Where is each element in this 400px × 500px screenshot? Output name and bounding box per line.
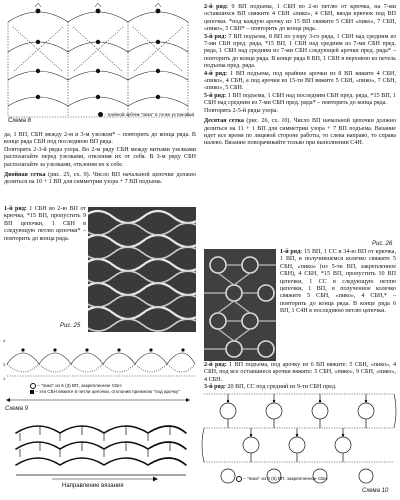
direction-arrow	[50, 476, 160, 482]
section-tenth-mesh: Десятая сетка (рис. 26, сх. 10). Число В…	[204, 118, 396, 147]
photo-fig-26	[204, 249, 276, 361]
row-5: 5-й ряд: 1 ВП подъема, 1 СБН над последн…	[204, 92, 396, 107]
right-rows-2-3: 2-й ряд: 1 ВП подъема, под арочку из 6 В…	[204, 362, 396, 391]
right-text-top: 2-й ряд: 9 ВП подъема, 1 СБН во 2-ю петл…	[204, 4, 396, 148]
scheme-9-chart-bottom	[10, 413, 190, 483]
scheme-8-label: Схема 8	[8, 118, 31, 124]
scheme-8-legend: - тройной зубчик "пико" в точке установк…	[98, 112, 198, 118]
right-row1: 1-й ряд: 15 ВП, 1 СС в 34-ю ВП от крючка…	[280, 249, 396, 315]
stitch-icon	[30, 389, 34, 394]
scheme-10-chart	[200, 384, 398, 488]
fig-26-caption: Рис. 26	[372, 241, 393, 247]
picot-legend-icon	[98, 112, 103, 118]
scheme-8-chart	[3, 2, 198, 130]
scheme-9-chart-top: 4 3 1	[3, 336, 198, 384]
row-2: 2-й ряд: 9 ВП подъема, 1 СБН во 2-ю петл…	[204, 4, 396, 33]
scheme-10-legend: – "пико" из 3 (5) ВП, закрепленное СБН	[236, 476, 376, 482]
svg-text:3: 3	[3, 362, 6, 367]
scheme-9-label: Схема 9	[5, 406, 28, 412]
section-double-mesh: Двойная сетка (рис. 25, сх. 9). Число ВП…	[4, 172, 196, 186]
scheme-10-label: Схема 10	[362, 488, 389, 494]
svg-text:1: 1	[3, 376, 6, 381]
left-row1: 1-й ряд: 1 СБН во 2-ю ВП от крючка, *15 …	[4, 206, 86, 242]
row-4: 4-й ряд: 1 ВП подъема, под крайние арочк…	[204, 70, 396, 92]
photo-fig-25	[88, 207, 196, 332]
fig-25-caption: Рис. 25	[60, 323, 81, 329]
scheme-9-arrow	[4, 396, 194, 404]
legend-line-1: – "пико" из 5 (3) ВП, закрепленное СБН	[30, 383, 200, 389]
picot-icon	[236, 476, 242, 482]
direction-label: Направление вязания	[62, 483, 124, 489]
scheme-9-legend: – "пико" из 5 (3) ВП, закрепленное СБН –…	[30, 383, 200, 395]
paragraph: Повторять 2-3-й ряды узора. Во 2-м ряду …	[4, 146, 196, 168]
row-3: 3-й ряд: 7 ВП подъема, 8 ВП по узору 3-г…	[204, 33, 396, 70]
left-text-top: да, 1 ВП, СБН между 2-м и 3-м узелком* –…	[4, 132, 196, 187]
svg-text:4: 4	[3, 338, 6, 343]
legend-line-2: – эти СБН вяжите в петли цепочки, отклон…	[30, 389, 200, 395]
paragraph: да, 1 ВП, СБН между 2-м и 3-м узелком* –…	[4, 132, 196, 146]
repeat-note: Повторять 2-5-й ряды узора.	[204, 107, 278, 114]
